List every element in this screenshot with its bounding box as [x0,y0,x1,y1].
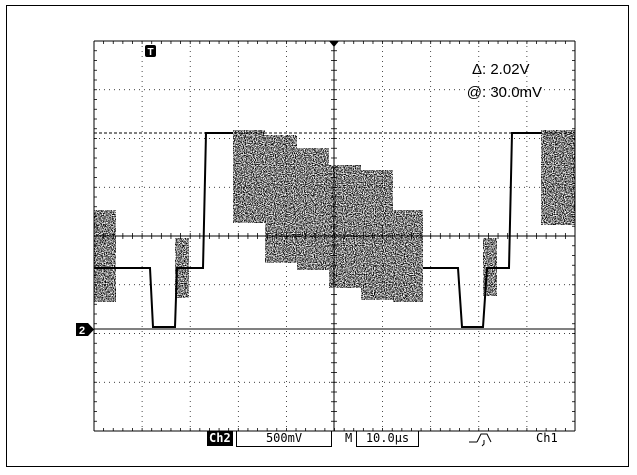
volts-per-div[interactable]: 500mV [236,431,332,447]
timebase-value[interactable]: 10.0µs [356,431,419,447]
at-readout: @: 30.0mV [460,81,542,104]
ch2-ground-label: 2 [79,325,85,337]
channel-badge[interactable]: Ch2 [207,431,233,446]
delta-readout: Δ: 2.02V [460,58,542,81]
trigger-position-marker[interactable] [329,41,339,47]
ch2-ground-marker[interactable]: 2 [76,323,94,337]
delta-symbol: Δ [471,61,482,78]
timebase-prefix: M [345,431,353,445]
delta-value: 2.02V [490,61,530,78]
at-symbol: @ [466,84,482,101]
waveform-trace [94,132,541,328]
trigger-badge: T [145,45,156,58]
signal-bursts [94,130,575,302]
status-bar: Ch2 500mV M 10.0µs Ch1 [96,431,575,447]
trigger-badge-label: T [147,47,153,58]
cursor-readouts: Δ: 2.02V @: 30.0mV [460,58,542,104]
trigger-source[interactable]: Ch1 [536,431,558,445]
rising-edge-trigger-icon [469,433,492,447]
at-value: 30.0mV [490,84,543,101]
